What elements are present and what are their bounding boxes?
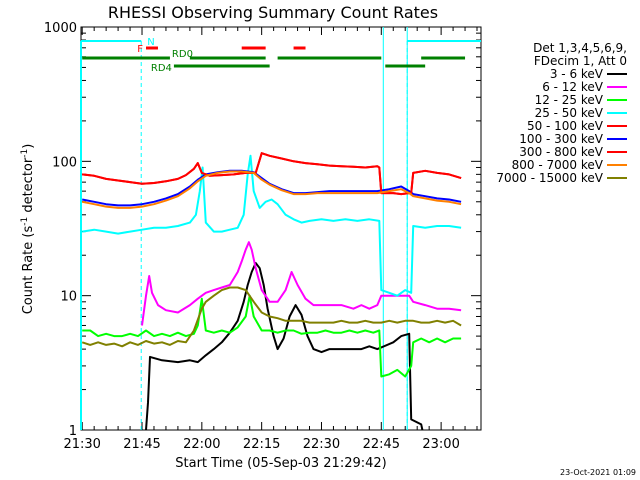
x-tick-label: 22:15 [243,437,280,452]
observing-intervals [80,27,481,430]
legend-entry-label: 7000 - 15000 keV [496,171,603,185]
series-line-1 [141,241,462,326]
y-axis-label: Count Rate (s-1 detector-1) [20,144,36,315]
rd4-label: RD4 [151,63,172,74]
x-tick-label: 21:30 [63,437,100,452]
legend-header-line: Det 1,3,4,5,6,9, [533,41,627,55]
y-tick-label: 100 [52,155,77,170]
plot-frame [80,26,482,431]
x-axis-ticks: 21:30 21:45 22:00 22:15 22:30 22:45 23:00 [63,27,478,452]
legend-header-line: FDecim 1, Att 0 [534,54,627,68]
legend-entry-label: 50 - 100 keV [527,119,604,133]
x-axis-label: Start Time (05-Sep-03 21:29:42) [175,456,386,471]
y-tick-label: 1000 [44,21,77,36]
legend-entry-label: 800 - 7000 keV [512,158,604,172]
x-tick-label: 22:45 [363,437,400,452]
series-line-8 [81,286,462,348]
chart-title: RHESSI Observing Summary Count Rates [108,3,438,22]
y-tick-label: 10 [60,290,77,305]
series-line-7 [82,170,462,209]
y-tick-label: 1 [69,424,77,439]
y-axis-label-exp2: -1 [20,149,30,158]
y-axis-label-main: Count Rate (s [21,226,36,315]
y-axis-label-mid: detector [21,157,36,217]
flare-label: F [137,44,143,55]
series-line-6 [82,152,462,196]
legend-entry-label: 300 - 800 keV [519,145,603,159]
y-axis-ticks: 1 10 100 1000 [44,21,481,439]
legend-entry-label: 6 - 12 keV [542,80,604,94]
timestamp: 23-Oct-2021 01:09 [560,468,636,477]
night-label: N [147,37,154,48]
series-line-0 [145,262,424,431]
x-tick-label: 22:30 [303,437,340,452]
x-tick-label: 23:00 [422,437,459,452]
legend-entry-label: 12 - 25 keV [535,93,604,107]
series-line-2 [82,294,462,378]
legend-entry-label: 25 - 50 keV [535,106,604,120]
legend: Det 1,3,4,5,6,9,FDecim 1, Att 03 - 6 keV… [496,41,627,185]
rd0-label: RD0 [172,49,193,60]
x-tick-label: 21:45 [123,437,160,452]
y-axis-label-exp1: -1 [20,217,30,226]
legend-entry-label: 100 - 300 keV [519,132,603,146]
legend-entry-label: 3 - 6 keV [550,67,604,81]
x-tick-label: 22:00 [183,437,220,452]
series-lines [81,152,462,431]
y-axis-label-end: ) [21,144,36,149]
series-line-3 [82,154,462,297]
